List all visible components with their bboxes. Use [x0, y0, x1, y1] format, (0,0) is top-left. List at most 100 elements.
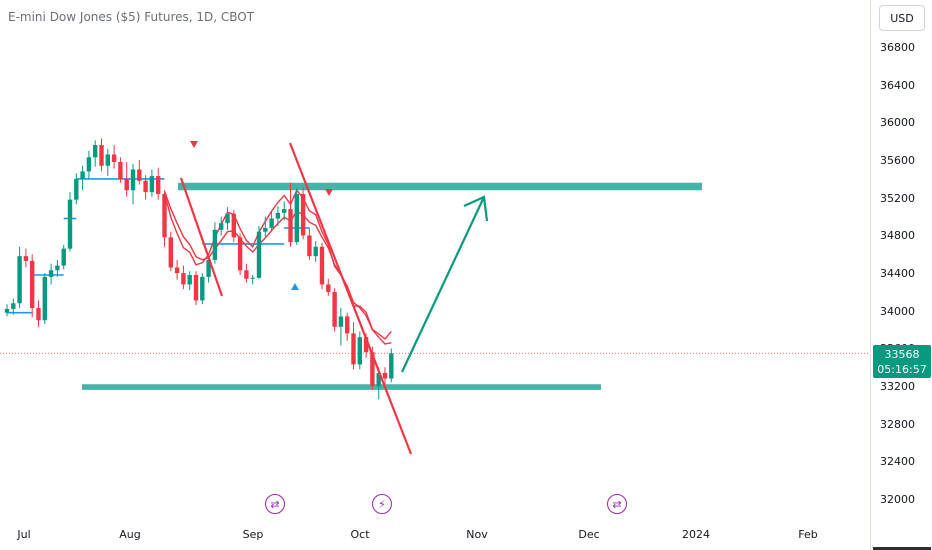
time-tick-label: 2024: [682, 528, 710, 541]
candle-body: [149, 176, 155, 193]
scrollbar[interactable]: [873, 547, 931, 550]
candle-body: [263, 227, 268, 232]
candle-body: [338, 316, 344, 327]
trendline: [179, 177, 224, 297]
split-arrows-icon[interactable]: ⇄: [607, 494, 627, 514]
price-tick-label: 34800: [880, 229, 915, 243]
candle-body: [256, 231, 262, 278]
candle-body: [389, 353, 394, 379]
candle-body: [23, 256, 29, 261]
sell-signal-marker: [325, 189, 333, 196]
time-tick-label: Feb: [798, 528, 818, 541]
candle-body: [86, 157, 92, 172]
candle-body: [55, 265, 60, 271]
candle-body: [250, 277, 255, 279]
candle-body: [200, 276, 205, 301]
chart-title: E-mini Dow Jones ($5) Futures, 1D, CBOT: [8, 10, 255, 24]
candle-body: [345, 316, 350, 334]
candle-body: [162, 194, 167, 238]
time-tick-label: Aug: [119, 528, 141, 541]
candle-body: [332, 291, 337, 327]
support-resistance-zone: [178, 182, 702, 191]
price-tick-label: 36400: [880, 78, 915, 92]
candle-body: [307, 235, 312, 257]
candle-body: [275, 212, 281, 219]
candle-body: [187, 275, 192, 285]
lightning-icon[interactable]: ⚡: [372, 494, 392, 514]
price-tick-label: 36800: [880, 41, 915, 54]
time-tick-label: Jul: [17, 528, 31, 541]
candle-body: [93, 145, 98, 158]
candle-body: [105, 154, 110, 166]
candle-body: [42, 276, 47, 321]
split-arrows-icon[interactable]: ⇄: [265, 494, 285, 514]
candle-body: [219, 223, 224, 230]
time-tick-label: Sep: [242, 528, 264, 541]
bar-countdown: 05:16:57: [877, 362, 927, 376]
candle-body: [156, 176, 161, 195]
candle-body: [206, 259, 211, 277]
candle-body: [137, 169, 142, 181]
candle-body: [319, 246, 325, 285]
sell-signal-marker: [190, 141, 198, 148]
candle-body: [244, 270, 249, 279]
price-tick-label: 32800: [880, 417, 915, 431]
candle-body: [99, 145, 104, 166]
candle-body: [4, 308, 10, 313]
candle-body: [193, 275, 199, 301]
candle-body: [174, 267, 180, 274]
candle-body: [181, 273, 186, 285]
price-tick-label: 33200: [880, 380, 915, 393]
candle-body: [67, 199, 73, 249]
candle-body: [111, 154, 117, 162]
time-tick-label: Nov: [466, 528, 488, 541]
last-price: 33568: [884, 347, 920, 361]
candle-body: [370, 352, 375, 387]
candle-body: [313, 246, 318, 257]
time-tick-label: Dec: [578, 528, 600, 541]
price-tick-label: 36000: [880, 116, 915, 130]
candle-body: [80, 171, 85, 179]
candle-body: [143, 180, 148, 193]
price-tick-label: 34000: [880, 304, 915, 318]
time-tick-label: Oct: [350, 528, 370, 541]
price-tick-label: 32400: [880, 455, 915, 469]
price-tick-label: 34400: [880, 267, 915, 280]
buy-signal-marker: [291, 283, 299, 290]
candle-body: [376, 372, 381, 387]
currency-button[interactable]: USD: [879, 5, 925, 31]
candle-body: [288, 209, 293, 243]
support-resistance-zone: [82, 384, 601, 390]
candle-body: [212, 229, 218, 260]
candle-body: [231, 213, 236, 238]
candle-body: [118, 162, 123, 179]
candle-body: [357, 337, 362, 365]
projection-arrow: [401, 196, 485, 373]
candle-body: [269, 218, 274, 228]
price-tick-label: 32000: [880, 493, 915, 506]
candle-body: [17, 256, 22, 304]
price-tick-label: 35600: [880, 154, 915, 167]
candle-body: [363, 337, 369, 353]
candle-body: [130, 169, 136, 191]
candle-body: [237, 237, 243, 271]
candle-body: [74, 178, 79, 200]
candle-body: [294, 194, 299, 243]
candle-body: [326, 284, 331, 292]
price-axis-divider: [870, 0, 871, 550]
projection-arrowhead: [463, 195, 489, 222]
candle-body: [124, 178, 129, 191]
candle-body: [30, 260, 35, 308]
candle-body: [282, 209, 287, 213]
candle-body: [168, 237, 173, 268]
candle-body: [48, 270, 54, 277]
candle-body: [11, 303, 16, 309]
candle-body: [36, 307, 41, 321]
trendline: [288, 142, 413, 455]
candle-body: [300, 194, 306, 236]
last-price-label: 33568 05:16:57: [873, 345, 931, 378]
candle-body: [225, 213, 230, 224]
candle-body: [382, 372, 388, 379]
price-tick-label: 35200: [880, 191, 915, 205]
